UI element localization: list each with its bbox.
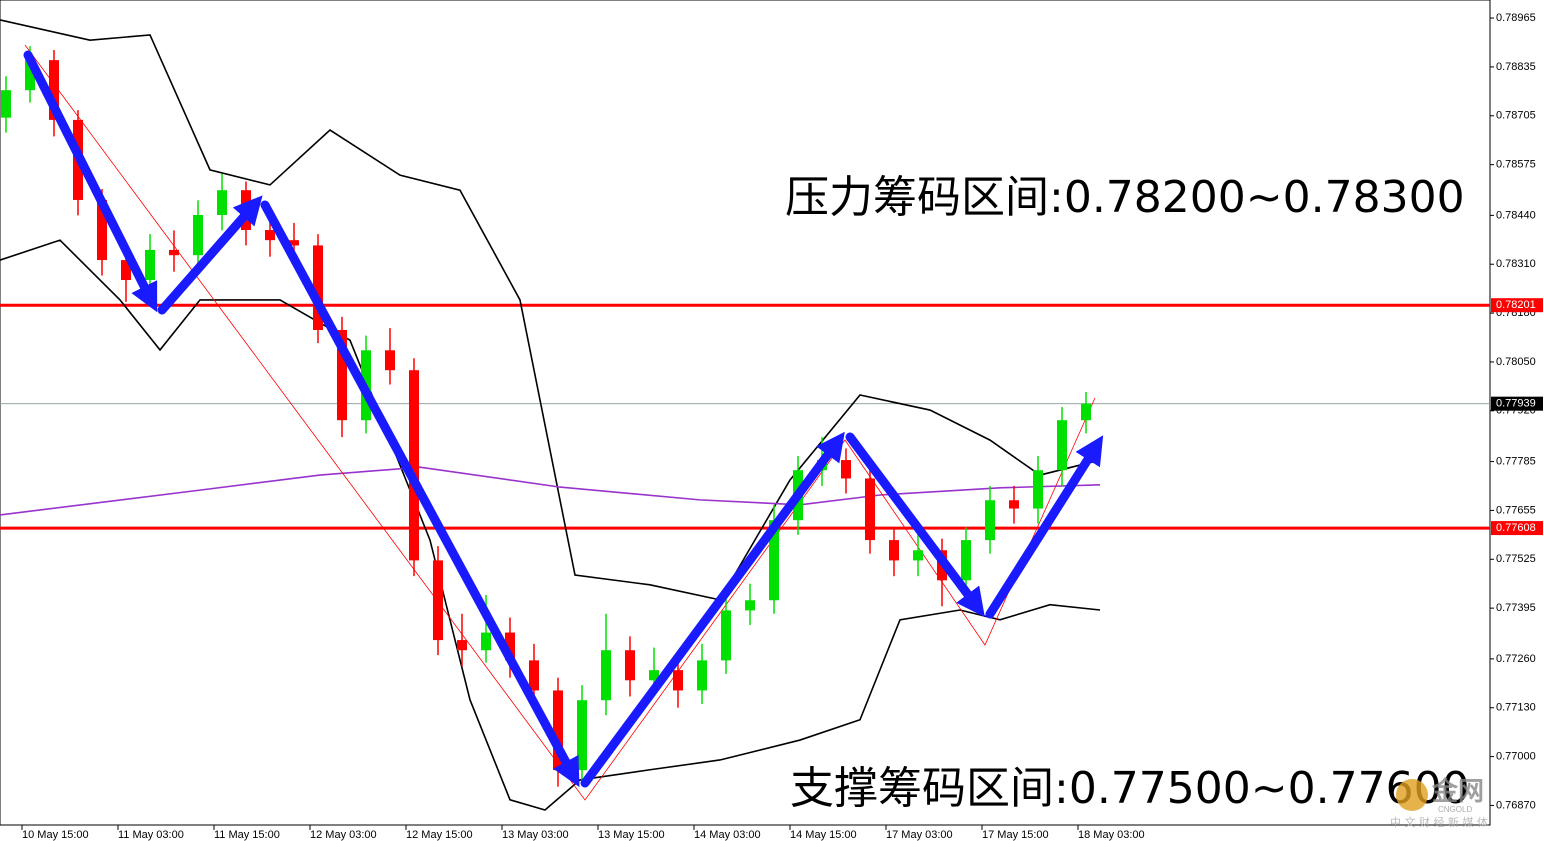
y-tick-label: 0.77395 xyxy=(1496,602,1536,614)
candle-body xyxy=(193,214,203,256)
candle-body xyxy=(217,190,227,215)
candle-body xyxy=(1033,470,1043,509)
annotation: 压力筹码区间:0.78200~0.78300 xyxy=(785,172,1465,223)
candle-body xyxy=(889,540,899,561)
watermark-brand: CNGOLD xyxy=(1438,805,1472,814)
y-tick-label: 0.77260 xyxy=(1496,653,1536,665)
x-tick-label: 10 May 15:00 xyxy=(22,829,89,841)
candle-body xyxy=(385,350,395,371)
candle-body xyxy=(769,520,779,601)
y-tick-label: 0.78705 xyxy=(1496,110,1536,122)
candle-body xyxy=(913,550,923,561)
x-tick-label: 12 May 03:00 xyxy=(310,829,377,841)
candle-body xyxy=(961,540,971,581)
y-tick-label: 0.78050 xyxy=(1496,356,1536,368)
x-tick-label: 13 May 15:00 xyxy=(598,829,665,841)
candle-body xyxy=(265,230,275,241)
level-label-bg xyxy=(1491,396,1543,411)
level-label-bg xyxy=(1491,298,1543,313)
y-tick-label: 0.77525 xyxy=(1496,553,1536,565)
y-tick-label: 0.77785 xyxy=(1496,455,1536,467)
candle-body xyxy=(841,460,851,479)
candle-body xyxy=(745,600,755,611)
y-tick-label: 0.77000 xyxy=(1496,751,1536,763)
indicator-line xyxy=(0,466,1101,516)
y-tick-label: 0.78310 xyxy=(1496,258,1536,270)
x-tick-label: 11 May 03:00 xyxy=(118,829,184,841)
plot-area xyxy=(0,0,1491,826)
candle-body xyxy=(433,560,443,641)
candle-body xyxy=(649,670,659,681)
candle-body xyxy=(625,650,635,681)
y-tick-label: 0.76870 xyxy=(1496,799,1536,811)
y-tick-label: 0.78965 xyxy=(1496,12,1536,24)
y-tick-label: 0.78835 xyxy=(1496,61,1536,73)
x-tick-label: 17 May 03:00 xyxy=(886,829,953,841)
x-tick-label: 12 May 15:00 xyxy=(406,829,473,841)
arrow xyxy=(580,431,845,788)
watermark-icon xyxy=(1396,779,1428,811)
annotation: 支撑筹码区间:0.77500~0.77600 xyxy=(790,763,1470,814)
candle-body xyxy=(505,632,515,661)
level-label: 0.77608 xyxy=(1496,522,1536,534)
level-label: 0.77939 xyxy=(1496,398,1536,410)
candle-body xyxy=(577,700,587,771)
candle-body xyxy=(1057,420,1067,471)
level-label: 0.78201 xyxy=(1496,299,1536,311)
candle-body xyxy=(529,660,539,691)
x-tick-label: 13 May 03:00 xyxy=(502,829,569,841)
candle-body xyxy=(985,500,995,541)
candle-body xyxy=(553,690,563,771)
x-tick-label: 14 May 03:00 xyxy=(694,829,761,841)
indicator-line xyxy=(0,239,1101,811)
candle-body xyxy=(169,249,179,256)
x-tick-label: 18 May 03:00 xyxy=(1078,829,1145,841)
watermark-slogan: 中 文 财 经 新 媒 体 xyxy=(1390,815,1488,829)
arrow xyxy=(845,432,985,618)
candle-body xyxy=(145,249,155,281)
y-tick-label: 0.77655 xyxy=(1496,504,1536,516)
candle-body xyxy=(289,240,299,246)
indicator-line xyxy=(0,19,1101,601)
candle-body xyxy=(49,60,59,120)
candle-body xyxy=(409,370,419,561)
candle-body xyxy=(121,260,131,281)
arrow xyxy=(260,200,580,788)
candle-body xyxy=(457,640,467,651)
candle-body xyxy=(865,478,875,541)
level-label-bg xyxy=(1491,521,1543,536)
candle-body xyxy=(1,90,11,118)
x-tick-label: 14 May 15:00 xyxy=(790,829,857,841)
watermark: 金网 CNGOLD 中 文 财 经 新 媒 体 xyxy=(1390,776,1488,829)
trend-arrows xyxy=(23,50,1104,788)
arrow xyxy=(157,195,263,315)
candle-body xyxy=(673,670,683,691)
x-tick-label: 11 May 15:00 xyxy=(214,829,280,841)
candle-body xyxy=(697,660,707,691)
y-tick-label: 0.78440 xyxy=(1496,209,1536,221)
candle-body xyxy=(481,632,491,651)
candle-body xyxy=(313,245,323,330)
arrow xyxy=(23,50,158,313)
candle-body xyxy=(337,330,347,421)
watermark-logo: 金网 xyxy=(1431,776,1484,807)
candle-body xyxy=(601,650,611,701)
candle-body xyxy=(25,60,35,91)
arrow xyxy=(985,435,1104,619)
candle-body xyxy=(97,199,107,261)
candle-body xyxy=(721,610,731,661)
y-tick-label: 0.78575 xyxy=(1496,159,1536,171)
candle-body xyxy=(1009,500,1019,509)
candle-body xyxy=(1081,403,1091,421)
y-tick-label: 0.77130 xyxy=(1496,702,1536,714)
x-tick-label: 17 May 15:00 xyxy=(982,829,1049,841)
